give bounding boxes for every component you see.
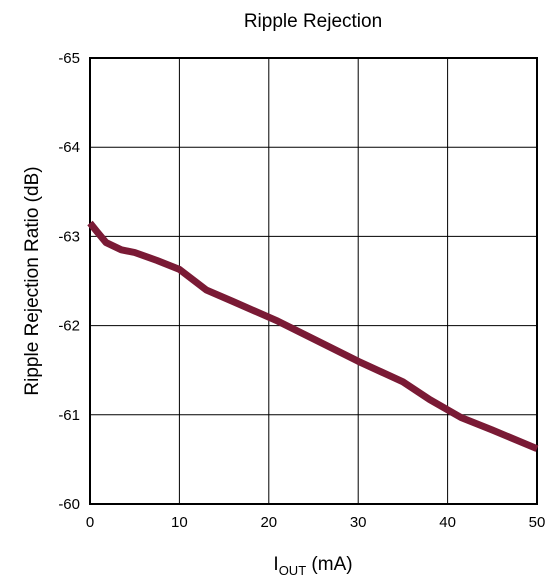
y-tick-label: -61 (58, 407, 80, 424)
x-axis-label-subscript: OUT (279, 563, 307, 578)
grid-lines (89, 57, 538, 505)
series-layer (87, 220, 539, 452)
y-tick-label: -60 (58, 496, 80, 513)
y-tick-label: -64 (58, 139, 80, 156)
x-tick-labels: 0 10 20 30 40 50 (86, 514, 546, 531)
x-axis-label-suffix: (mA) (306, 554, 352, 575)
chart-title: Ripple Rejection (244, 11, 382, 32)
y-tick-labels: -65 -64 -63 -62 -61 -60 (58, 50, 80, 513)
y-tick-label: -65 (58, 50, 80, 67)
x-axis-label: IOUT (mA) (273, 554, 352, 578)
y-axis-label: Ripple Rejection Ratio (dB) (22, 166, 43, 395)
x-axis-label-main: I (273, 554, 278, 575)
series-line-0 (87, 220, 539, 452)
x-tick-label: 20 (260, 514, 277, 531)
x-tick-label: 30 (350, 514, 367, 531)
y-tick-label: -62 (58, 318, 80, 335)
y-tick-label: -63 (58, 228, 80, 245)
x-tick-label: 0 (86, 514, 94, 531)
plot-frame (89, 57, 538, 505)
x-tick-label: 10 (171, 514, 188, 531)
x-tick-label: 40 (439, 514, 456, 531)
x-tick-label: 50 (529, 514, 546, 531)
